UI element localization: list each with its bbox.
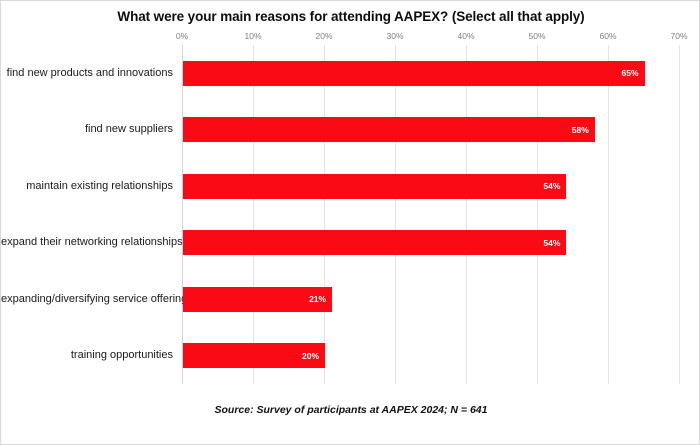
- plot-area: [182, 45, 680, 384]
- bar[interactable]: 54%: [183, 173, 567, 199]
- source-annotation: Source: Survey of participants at AAPEX …: [214, 404, 488, 416]
- bar-track: 20%: [183, 343, 680, 369]
- bar-track: 54%: [183, 230, 680, 256]
- bar-track: 21%: [183, 286, 680, 312]
- bar-track: 65%: [183, 60, 680, 86]
- bar-value-label: 54%: [543, 237, 561, 248]
- category-label: maintain existing relationships: [26, 179, 173, 192]
- x-axis-tick-labels: 0% 10% 20% 30% 40% 50% 60% 70%: [176, 31, 688, 43]
- bar-row: find new products and innovations 65%: [1, 60, 700, 86]
- gridline-10pct: [253, 45, 254, 384]
- bar-value-label: 58%: [571, 124, 589, 135]
- gridline-0pct: [182, 45, 183, 384]
- bar-row: training opportunities 20%: [1, 343, 700, 369]
- gridline-30pct: [395, 45, 396, 384]
- x-tick-label: 70%: [670, 31, 688, 41]
- bar[interactable]: 21%: [183, 286, 333, 312]
- bar-value-label: 21%: [309, 294, 327, 305]
- x-tick-label: 30%: [386, 31, 404, 41]
- x-tick-label: 50%: [528, 31, 546, 41]
- category-label: expand their networking relationships: [1, 236, 183, 249]
- gridline-70pct: [679, 45, 680, 384]
- bar-value-label: 20%: [301, 350, 319, 361]
- category-label: find new products and innovations: [6, 66, 173, 79]
- bar-row: maintain existing relationships 54%: [1, 173, 700, 199]
- bar[interactable]: 20%: [183, 343, 325, 369]
- bar-row: expand their networking relationships 54%: [1, 230, 700, 256]
- x-tick-label: 10%: [244, 31, 262, 41]
- x-tick-label: 40%: [457, 31, 475, 41]
- x-tick-label: 0%: [175, 31, 189, 41]
- bar-value-label: 54%: [543, 181, 561, 192]
- bar-track: 58%: [183, 117, 680, 143]
- gridline-40pct: [466, 45, 467, 384]
- gridline-20pct: [324, 45, 325, 384]
- bar-row: expanding/diversifying service offering 2…: [1, 286, 700, 312]
- x-tick-label: 60%: [599, 31, 617, 41]
- bar[interactable]: 65%: [183, 60, 645, 86]
- category-label: expanding/diversifying service offering: [1, 292, 188, 305]
- chart-title: What were your main reasons for attendin…: [117, 9, 585, 24]
- category-label: find new suppliers: [84, 123, 173, 136]
- bar[interactable]: 58%: [183, 117, 595, 143]
- bar-value-label: 65%: [621, 68, 639, 79]
- bar[interactable]: 54%: [183, 230, 567, 256]
- category-label: training opportunities: [70, 349, 173, 362]
- gridline-60pct: [608, 45, 609, 384]
- gridline-50pct: [537, 45, 538, 384]
- bar-row: find new suppliers 58%: [1, 117, 700, 143]
- x-tick-label: 20%: [315, 31, 333, 41]
- bar-track: 54%: [183, 173, 680, 199]
